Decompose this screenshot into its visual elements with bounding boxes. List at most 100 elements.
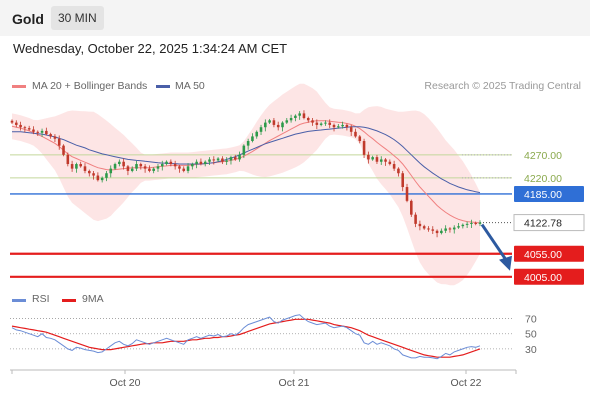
candle-body — [57, 138, 61, 146]
last-price-tag — [513, 214, 585, 232]
level-label-5: 4005.00 — [524, 272, 562, 284]
candle-body — [208, 159, 211, 162]
candle-body — [461, 224, 465, 227]
candle-body — [264, 122, 267, 128]
candle-body — [328, 122, 332, 125]
candle-body — [66, 154, 70, 165]
level-tag-5 — [514, 268, 584, 285]
timeframe-button[interactable]: 30 MIN — [51, 6, 104, 30]
ma20-line — [11, 120, 481, 224]
candle-body — [126, 166, 130, 171]
candle-body — [10, 120, 14, 123]
candle-body — [221, 158, 224, 162]
candle-body — [195, 161, 198, 165]
candle-body — [435, 230, 439, 234]
candle-body — [478, 222, 482, 224]
rsi-tick-label: 70 — [525, 314, 537, 326]
candle-body — [182, 168, 186, 171]
level-label-2: 4185.00 — [524, 189, 562, 201]
candle-body — [302, 113, 306, 119]
candle-body — [354, 131, 357, 137]
candle-body — [410, 200, 413, 215]
candle-body — [122, 161, 125, 167]
candle-body — [160, 164, 164, 167]
instrument-title: Gold — [12, 11, 44, 27]
ma50-line — [12, 126, 481, 194]
candle-body — [113, 164, 117, 169]
candle-body — [118, 161, 121, 165]
candle-body — [152, 168, 155, 171]
candle-body — [444, 228, 447, 231]
candle-body — [148, 168, 151, 171]
candle-body — [319, 123, 323, 125]
candle-body — [100, 177, 104, 181]
candle-body — [392, 164, 396, 169]
candle-body — [49, 134, 52, 137]
legend-9ma-swatch — [62, 299, 76, 302]
candle-body — [191, 164, 194, 167]
candle-body — [169, 161, 173, 165]
candle-body — [40, 130, 44, 133]
x-tick-label: Oct 22 — [451, 377, 482, 389]
datetime-label: Wednesday, October 22, 2025 1:34:24 AM C… — [13, 41, 288, 56]
candle-body — [203, 161, 207, 165]
candle-body — [418, 223, 422, 227]
candle-body — [349, 127, 353, 132]
candle-body — [186, 166, 190, 171]
candle-body — [298, 113, 301, 116]
candle-body — [178, 166, 181, 169]
level-tag-4 — [514, 245, 584, 262]
candle-body — [32, 129, 35, 132]
candle-body — [83, 166, 87, 171]
candle-body — [337, 126, 340, 128]
candle-body — [414, 214, 417, 224]
candle-body — [156, 166, 160, 169]
candle-body — [388, 161, 392, 165]
candle-body — [367, 154, 370, 160]
rsi-line — [11, 314, 481, 360]
candle-body — [15, 122, 18, 125]
x-tick-label: Oct 20 — [110, 377, 141, 389]
legend-rsi-swatch — [12, 299, 26, 302]
legend-ma50-label: MA 50 — [175, 80, 205, 92]
candle-body — [332, 124, 336, 128]
candle-body — [105, 173, 108, 178]
level-tag-2 — [514, 185, 584, 202]
candle-body — [109, 168, 113, 174]
level-label-1: 4220.00 — [524, 173, 562, 185]
candle-body — [27, 128, 31, 130]
candle-body — [36, 131, 40, 133]
candle-body — [87, 170, 91, 174]
candle-body — [259, 127, 263, 132]
candle-body — [431, 229, 435, 231]
candle-body — [281, 122, 284, 128]
candle-body — [268, 120, 271, 123]
rsi-tick-label: 30 — [525, 344, 537, 356]
candle-body — [276, 124, 280, 128]
candle-body — [130, 168, 134, 171]
candle-body — [384, 159, 387, 162]
candle-body — [427, 228, 430, 230]
candle-body — [371, 157, 374, 160]
candle-body — [465, 223, 469, 225]
candle-body — [212, 159, 216, 161]
candle-body — [311, 120, 314, 123]
candle-body — [96, 175, 100, 181]
candle-body — [272, 120, 276, 125]
level-label-0: 4270.00 — [524, 150, 562, 162]
legend-bollinger-label: MA 20 + Bollinger Bands — [32, 80, 148, 92]
candle-body — [397, 168, 400, 174]
rsi-tick-label: 50 — [525, 329, 537, 341]
candle-body — [324, 122, 327, 124]
candle-body — [375, 157, 379, 162]
candle-body — [345, 124, 349, 128]
candle-body — [474, 222, 477, 224]
candle-body — [216, 158, 220, 161]
candle-body — [139, 164, 143, 167]
candle-body — [23, 127, 27, 129]
legend-bollinger-swatch — [12, 85, 26, 88]
candle-body — [358, 136, 362, 142]
legend-rsi-label: RSI — [32, 293, 50, 305]
candle-body — [242, 145, 246, 155]
